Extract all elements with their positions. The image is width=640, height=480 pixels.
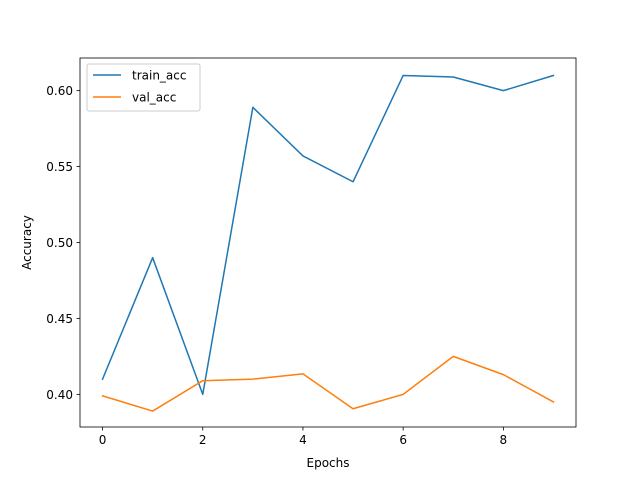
x-tick-label: 0	[99, 433, 107, 447]
x-tick-label: 6	[399, 433, 407, 447]
x-axis-ticks: 0 2 4 6 8	[99, 427, 507, 447]
legend-label-train-acc: train_acc	[132, 69, 186, 83]
x-axis-label: Epochs	[307, 456, 350, 470]
y-tick-label: 0.60	[46, 84, 73, 98]
y-tick-label: 0.55	[46, 160, 73, 174]
y-tick-label: 0.45	[46, 312, 73, 326]
series-line-train-acc	[101, 74, 555, 396]
plot-frame	[79, 57, 577, 428]
x-tick-label: 8	[500, 433, 508, 447]
x-tick-label: 2	[199, 433, 207, 447]
y-tick-label: 0.40	[46, 388, 73, 402]
legend: train_acc val_acc	[86, 63, 201, 112]
x-tick-label: 4	[299, 433, 307, 447]
series-layer	[101, 74, 555, 412]
y-tick-label: 0.50	[46, 236, 73, 250]
y-axis-ticks: 0.40 0.45 0.50 0.55 0.60	[46, 84, 80, 402]
legend-label-val-acc: val_acc	[132, 91, 176, 105]
y-axis-label: Accuracy	[20, 215, 34, 270]
series-line-val-acc	[101, 355, 555, 412]
plot-area	[80, 58, 576, 427]
